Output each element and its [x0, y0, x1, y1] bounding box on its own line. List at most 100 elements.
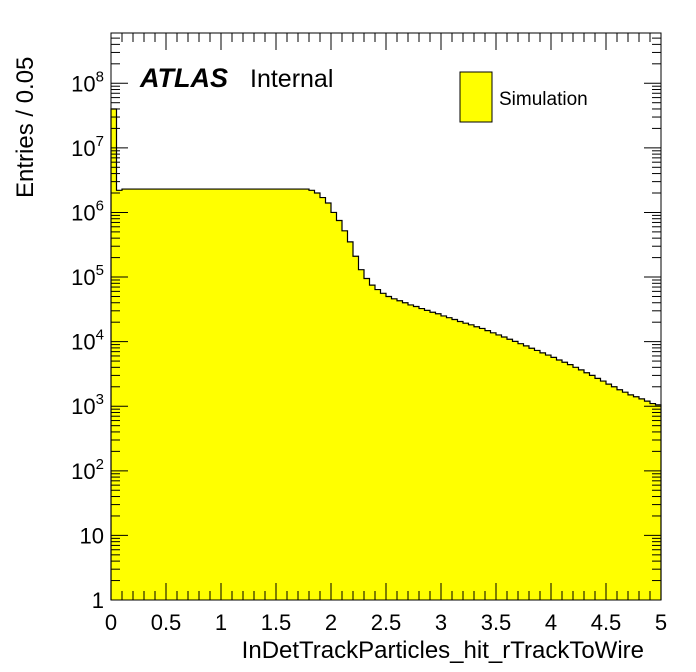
x-tick-label: 3 — [435, 610, 447, 635]
histogram-bin — [485, 331, 491, 600]
histogram-bin — [315, 193, 321, 600]
histogram-bin — [579, 370, 585, 600]
histogram-bin — [375, 290, 381, 600]
histogram-bin — [447, 318, 453, 600]
histogram-bin — [172, 189, 178, 600]
histogram-bin — [293, 189, 299, 600]
histogram-bin — [601, 381, 607, 600]
histogram-bin — [287, 189, 293, 600]
histogram-bin — [238, 189, 244, 600]
histogram-bin — [133, 189, 139, 600]
histogram-bin — [282, 189, 288, 600]
histogram-bin — [656, 405, 662, 600]
histogram-bin — [271, 189, 277, 600]
histogram-bin — [265, 189, 271, 600]
histogram-bin — [502, 337, 508, 600]
histogram-bin — [188, 189, 194, 600]
histogram-bin — [557, 360, 563, 600]
histogram-bin — [337, 221, 343, 600]
x-tick-label: 2 — [325, 610, 337, 635]
histogram-bin — [491, 333, 497, 600]
histogram-bin — [194, 189, 200, 600]
histogram-bin — [183, 189, 189, 600]
histogram-bin — [590, 375, 596, 600]
histogram-bin — [414, 306, 420, 600]
histogram-bin — [370, 285, 376, 600]
histogram-bin — [243, 189, 249, 600]
histogram-bin — [397, 301, 403, 600]
histogram-bin — [139, 189, 145, 600]
histogram-bin — [298, 189, 304, 600]
histogram-bin — [150, 189, 156, 600]
histogram-bin — [634, 397, 640, 600]
y-tick-label: 106 — [71, 197, 104, 225]
histogram-bin — [595, 378, 601, 600]
x-tick-label: 2.5 — [371, 610, 402, 635]
histogram-bin — [309, 190, 315, 600]
histogram-bin — [260, 189, 266, 600]
histogram-bin — [304, 189, 310, 600]
histogram-bin — [227, 189, 233, 600]
histogram-bin — [392, 299, 398, 600]
y-tick-label: 108 — [71, 68, 104, 96]
histogram-plot: 0 0.5 1 1.5 2 2.5 3 3.5 4 4.5 5 110102103104105106… — [0, 0, 696, 672]
x-tick-label: 1 — [215, 610, 227, 635]
histogram-bin — [320, 198, 326, 600]
histogram-bin — [326, 203, 332, 600]
histogram-bin — [568, 365, 574, 600]
histogram-bin — [205, 189, 211, 600]
histogram-bin — [364, 278, 370, 600]
histogram-bin — [529, 348, 535, 600]
histogram-bin — [573, 367, 579, 600]
histogram-bin — [254, 189, 260, 600]
histogram-bin — [436, 314, 442, 600]
histogram-bin — [441, 316, 447, 600]
x-tick-labels: 0 0.5 1 1.5 2 2.5 3 3.5 4 4.5 5 — [105, 610, 667, 635]
legend-label-simulation: Simulation — [499, 89, 588, 110]
x-tick-label: 3.5 — [481, 610, 512, 635]
histogram-bin — [463, 323, 469, 600]
histogram-bin — [584, 373, 590, 600]
x-tick-label: 0.5 — [151, 610, 182, 635]
y-tick-label: 102 — [71, 456, 104, 484]
histogram-bin — [650, 404, 656, 600]
histogram-bin — [155, 189, 161, 600]
histogram-bin — [381, 293, 387, 600]
histogram-bin — [249, 189, 255, 600]
atlas-label: ATLAS — [139, 63, 228, 93]
histogram-bin — [518, 344, 524, 600]
histogram-bin — [122, 189, 128, 600]
histogram-bin — [606, 384, 612, 600]
histogram-bin — [612, 387, 618, 600]
histogram-bin — [540, 353, 546, 600]
histogram-bin — [430, 312, 436, 600]
histogram-bin — [408, 305, 414, 600]
y-tick-label: 104 — [71, 327, 104, 355]
y-axis-label: Entries / 0.05 — [12, 57, 39, 198]
histogram-bin — [348, 242, 354, 600]
legend-swatch — [460, 72, 492, 122]
histogram-bin — [403, 303, 409, 600]
histogram-bin — [144, 189, 150, 600]
histogram-bin — [353, 256, 359, 600]
histogram-bin — [551, 357, 557, 600]
y-tick-label: 107 — [71, 133, 104, 161]
histogram-bin — [524, 346, 530, 600]
histogram-bin — [331, 212, 337, 600]
histogram-bin — [480, 328, 486, 600]
histogram-bin — [639, 399, 645, 600]
histogram-bin — [276, 189, 282, 600]
histogram-bin — [161, 189, 167, 600]
histogram-bin — [199, 189, 205, 600]
histogram-bin — [210, 189, 216, 600]
histogram-bin — [628, 395, 634, 600]
histogram-bin — [513, 341, 519, 600]
histogram-bin — [128, 189, 134, 600]
y-tick-label: 1 — [92, 588, 104, 613]
histogram-bin — [342, 231, 348, 600]
x-tick-label: 1.5 — [261, 610, 292, 635]
histogram-bin — [562, 362, 568, 600]
y-tick-label: 103 — [71, 391, 104, 419]
x-axis-label: InDetTrackParticles_hit_rTrackToWire — [242, 637, 644, 664]
internal-label: Internal — [250, 65, 333, 93]
